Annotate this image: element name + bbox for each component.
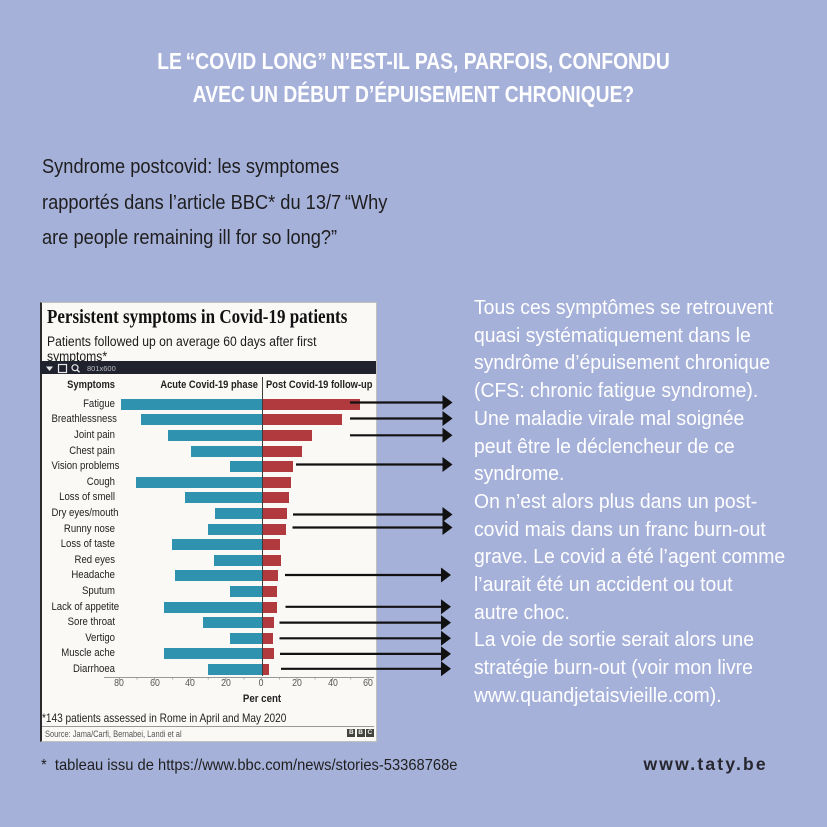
svg-text:801x600: 801x600 — [87, 364, 116, 373]
